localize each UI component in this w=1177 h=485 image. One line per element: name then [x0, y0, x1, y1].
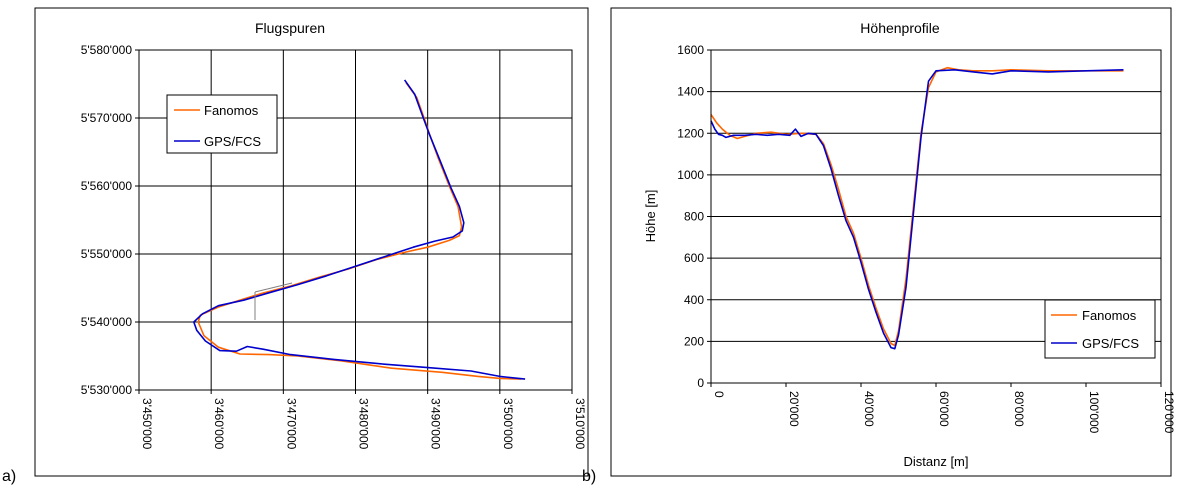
panel-b: Höhenprofile 0 20'000 40'000 60'000 80'000 10…	[610, 7, 1176, 477]
panel-a-series	[193, 79, 526, 380]
x-tick-label: 20'000	[787, 391, 801, 427]
series-line-gps-fcs	[710, 69, 1124, 350]
x-tick-label: 120'000	[1162, 391, 1176, 434]
y-tick-label: 200	[684, 334, 704, 348]
legend-label-fanomos: Fanomos	[1082, 308, 1137, 323]
panel-b-legend-box	[1044, 299, 1156, 359]
panel-b-title: Höhenprofile	[860, 20, 940, 36]
y-tick-label: 5'540'000	[81, 315, 133, 329]
y-tick-label: 1400	[677, 85, 704, 99]
y-tick-label: 0	[697, 376, 704, 390]
x-tick-label: 100'000	[1087, 391, 1101, 434]
y-tick-label: 1200	[677, 126, 704, 140]
legend-label-gps-fcs: GPS/FCS	[204, 134, 261, 149]
panel-b-x-axis-label: Distanz [m]	[903, 454, 968, 469]
track-start-marker-diagonal	[254, 282, 293, 293]
panel-a-y-ticks: 5'530'000 5'540'000 5'550'000 5'560'000 5'57…	[81, 43, 139, 397]
y-tick-label: 600	[684, 251, 704, 265]
panel-a-title: Flugspuren	[255, 20, 325, 36]
x-tick-label: 3'470'000	[284, 398, 298, 450]
y-tick-label: 5'550'000	[81, 247, 133, 261]
y-tick-label: 1000	[677, 168, 704, 182]
panel-a-legend-box	[166, 94, 278, 154]
x-tick-label: 3'480'000	[357, 398, 371, 450]
x-tick-label: 80'000	[1012, 391, 1026, 427]
y-tick-label: 1600	[677, 43, 704, 57]
y-tick-label: 400	[684, 293, 704, 307]
y-tick-label: 800	[684, 210, 704, 224]
y-tick-label: 5'570'000	[81, 111, 133, 125]
x-tick-label: 3'510'000	[573, 398, 587, 450]
panel-a: Flugspuren 3'450'000 3'460'000 3'470'000 3'…	[34, 7, 589, 477]
x-tick-label: 60'000	[937, 391, 951, 427]
panel-a-frame	[34, 7, 589, 477]
panel-b-frame	[610, 7, 1172, 477]
legend-label-fanomos: Fanomos	[204, 103, 259, 118]
y-tick-label: 5'580'000	[81, 43, 133, 57]
panel-b-y-axis-label: Höhe [m]	[643, 190, 658, 243]
panel-a-label: a)	[2, 468, 16, 485]
series-line-gps-fcs	[193, 79, 526, 380]
x-tick-label: 3'500'000	[501, 398, 515, 450]
x-tick-label: 0	[712, 391, 726, 398]
panel-b-series	[710, 66, 1124, 350]
legend-label-gps-fcs: GPS/FCS	[1082, 336, 1139, 351]
panel-b-legend: Fanomos GPS/FCS	[1044, 299, 1156, 359]
panel-b-label: b)	[582, 468, 596, 485]
panel-a-x-ticks: 3'450'000 3'460'000 3'470'000 3'480'000 3'49…	[138, 390, 587, 450]
x-tick-label: 3'460'000	[212, 398, 226, 450]
y-tick-label: 5'560'000	[81, 179, 133, 193]
panel-b-x-ticks: 0 20'000 40'000 60'000 80'000 100'000 120'000	[710, 383, 1176, 434]
x-tick-label: 3'450'000	[140, 398, 154, 450]
y-tick-label: 5'530'000	[81, 383, 133, 397]
x-tick-label: 40'000	[862, 391, 876, 427]
panel-a-legend: Fanomos GPS/FCS	[166, 94, 278, 154]
x-tick-label: 3'490'000	[429, 398, 443, 450]
panel-b-y-ticks: 0 200 400 600 800 1000 1200 1400 1600	[677, 43, 711, 390]
